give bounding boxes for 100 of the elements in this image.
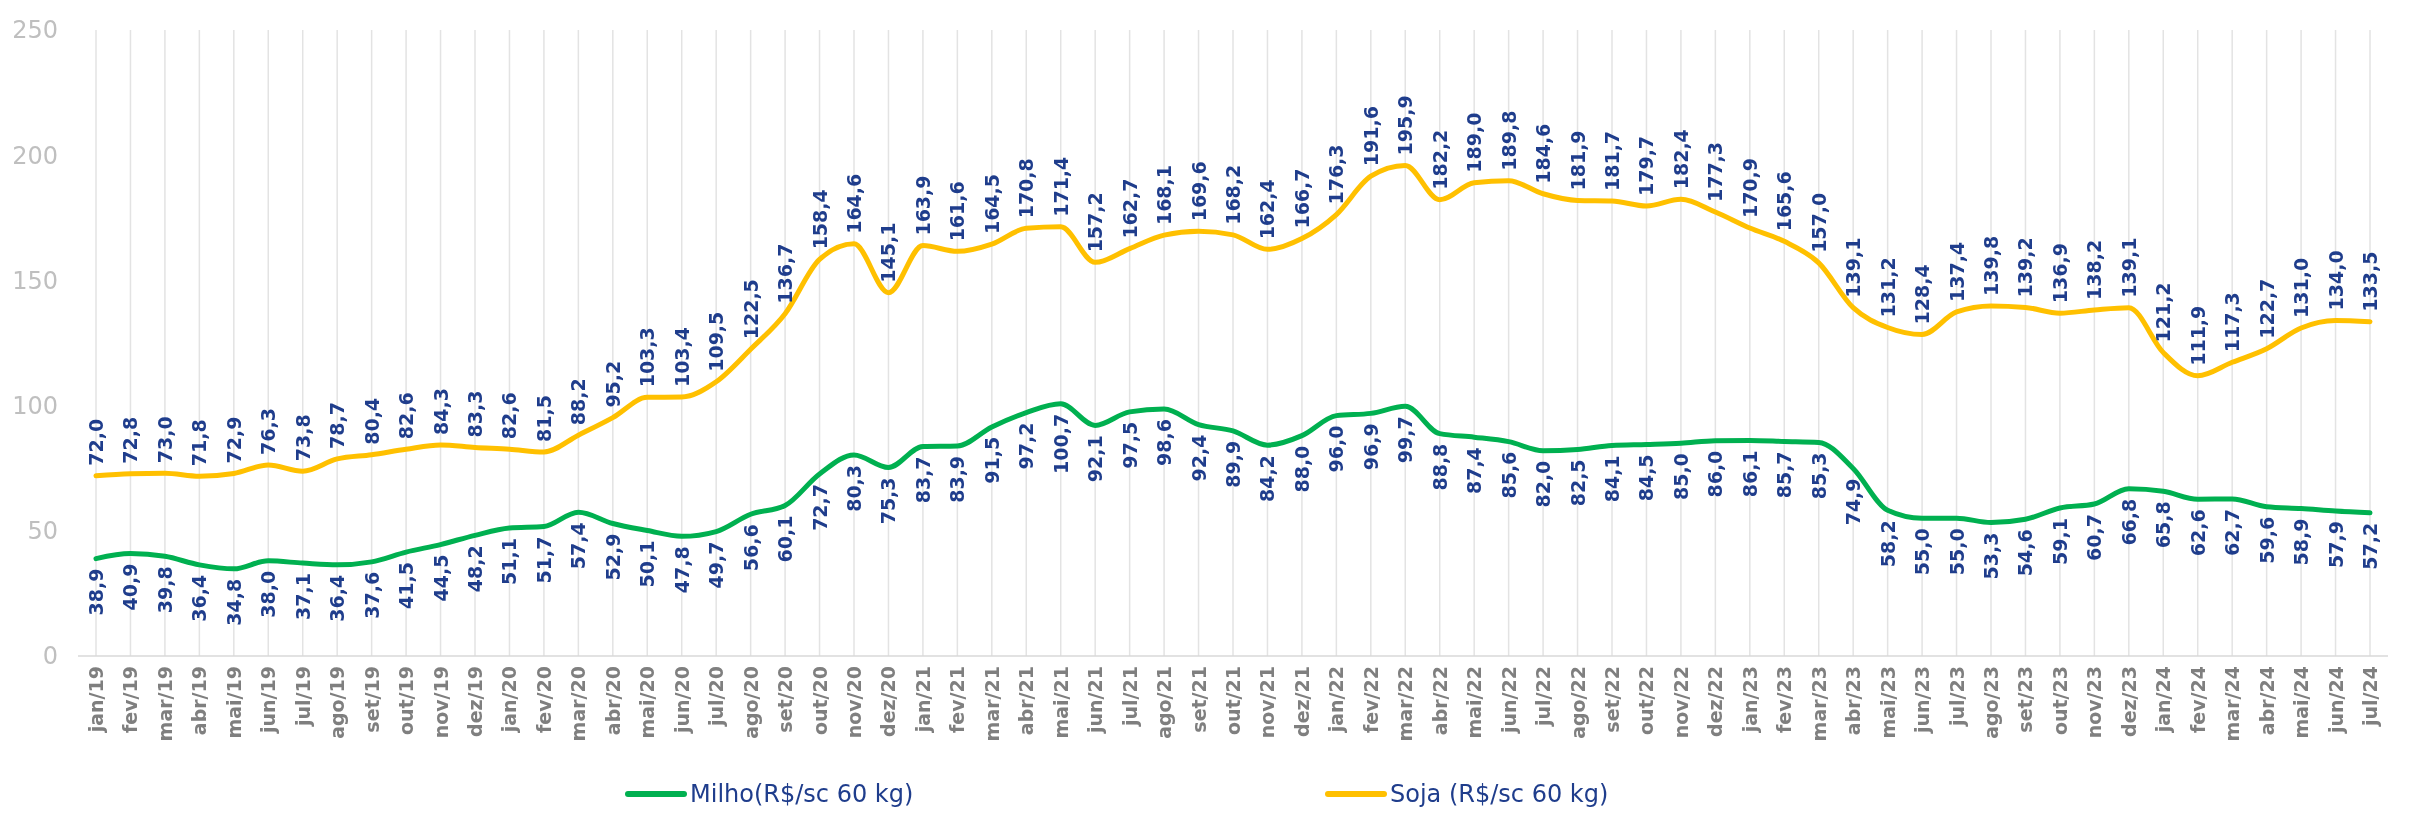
data-label: 84,5 xyxy=(1635,454,1658,502)
data-label: 96,9 xyxy=(1359,423,1382,471)
data-label: 139,2 xyxy=(2014,237,2037,298)
data-label: 39,8 xyxy=(153,566,176,614)
x-tick-label: mar/22 xyxy=(1394,666,1417,742)
x-tick-label: abr/24 xyxy=(2255,666,2278,736)
data-label: 84,3 xyxy=(429,388,452,435)
y-tick-label: 150 xyxy=(12,266,58,295)
data-label: 92,4 xyxy=(1187,434,1210,482)
x-tick-label: mai/23 xyxy=(1876,666,1899,739)
data-label: 162,4 xyxy=(1256,179,1279,240)
data-label: 82,6 xyxy=(395,392,418,440)
data-label: 86,1 xyxy=(1738,450,1761,498)
data-label: 184,6 xyxy=(1532,123,1555,184)
data-label: 74,9 xyxy=(1842,478,1865,526)
data-label: 85,7 xyxy=(1773,451,1796,499)
data-label: 51,1 xyxy=(498,538,521,585)
data-label: 82,5 xyxy=(1566,459,1589,507)
data-label: 48,2 xyxy=(464,545,486,593)
data-label: 163,9 xyxy=(911,175,934,236)
data-label: 88,2 xyxy=(567,378,590,426)
data-label: 165,6 xyxy=(1773,171,1796,232)
x-tick-label: jul/19 xyxy=(291,666,314,727)
x-tick-label: mar/21 xyxy=(980,666,1003,742)
data-label: 117,3 xyxy=(2221,292,2244,353)
data-label: 139,1 xyxy=(2117,237,2140,298)
data-label: 83,3 xyxy=(464,390,486,438)
x-tick-label: ago/22 xyxy=(1566,666,1589,739)
data-label: 131,0 xyxy=(2290,257,2313,318)
data-label: 134,0 xyxy=(2324,250,2347,311)
x-tick-label: mai/21 xyxy=(1049,666,1072,739)
data-label: 95,2 xyxy=(601,360,624,408)
data-label: 128,4 xyxy=(1911,264,1934,325)
x-tick-label: ago/20 xyxy=(739,666,762,739)
data-label: 85,6 xyxy=(1497,451,1520,499)
data-label: 179,7 xyxy=(1635,135,1658,197)
data-label: 50,1 xyxy=(636,540,659,588)
data-label: 166,7 xyxy=(1290,168,1313,229)
data-label: 57,9 xyxy=(2324,521,2347,568)
data-label: 37,1 xyxy=(291,573,314,620)
x-tick-label: set/19 xyxy=(360,666,383,733)
x-tick-label: nov/22 xyxy=(1669,666,1692,739)
data-label: 181,9 xyxy=(1566,130,1589,191)
x-tick-label: mar/20 xyxy=(567,666,590,742)
data-label: 40,9 xyxy=(119,563,142,611)
data-label: 62,7 xyxy=(2221,509,2244,556)
data-label: 65,8 xyxy=(2152,501,2175,549)
x-tick-label: fev/23 xyxy=(1773,666,1796,733)
y-tick-label: 0 xyxy=(42,642,58,671)
data-label: 168,1 xyxy=(1153,164,1176,226)
data-label: 161,6 xyxy=(946,181,969,242)
data-label: 80,3 xyxy=(843,464,865,512)
data-label: 96,0 xyxy=(1325,425,1348,473)
x-tick-label: jan/19 xyxy=(85,666,107,734)
x-tick-label: nov/23 xyxy=(2083,666,2106,739)
data-label: 136,7 xyxy=(774,243,797,304)
data-label: 133,5 xyxy=(2359,251,2381,312)
data-label: 176,3 xyxy=(1325,144,1348,205)
data-label: 158,4 xyxy=(808,189,831,250)
data-label: 81,5 xyxy=(532,395,555,442)
data-label: 36,4 xyxy=(326,574,349,622)
x-tick-label: abr/22 xyxy=(1428,666,1451,736)
data-label: 170,8 xyxy=(1015,158,1038,219)
data-label: 103,4 xyxy=(670,326,693,388)
data-label: 37,6 xyxy=(360,571,383,619)
data-label: 82,0 xyxy=(1532,460,1555,508)
x-tick-label: fev/21 xyxy=(946,666,969,733)
data-label: 84,1 xyxy=(1601,455,1623,503)
data-label: 157,0 xyxy=(1807,192,1830,253)
data-label: 111,9 xyxy=(2186,305,2209,366)
x-tick-label: jul/21 xyxy=(1118,666,1141,727)
data-label: 38,0 xyxy=(257,570,280,618)
x-tick-label: ago/23 xyxy=(1980,666,2002,739)
x-tick-label: jul/22 xyxy=(1532,666,1555,727)
data-label: 157,2 xyxy=(1084,192,1107,253)
data-label: 98,6 xyxy=(1153,419,1176,466)
data-label: 88,0 xyxy=(1290,445,1313,493)
data-label: 169,6 xyxy=(1187,161,1210,222)
data-label: 72,9 xyxy=(222,416,245,464)
data-label: 137,4 xyxy=(1945,241,1968,302)
x-tick-label: mar/24 xyxy=(2221,666,2244,742)
data-label: 72,7 xyxy=(808,483,831,531)
data-label: 171,4 xyxy=(1049,156,1072,217)
data-label: 121,2 xyxy=(2152,282,2175,343)
data-label: 51,7 xyxy=(532,536,555,584)
data-label: 55,0 xyxy=(1945,528,1968,576)
x-tick-label: jun/22 xyxy=(1497,666,1520,734)
y-tick-label: 50 xyxy=(27,517,58,546)
data-label: 177,3 xyxy=(1704,141,1727,203)
data-label: 97,5 xyxy=(1118,421,1141,469)
data-label: 189,0 xyxy=(1463,112,1486,173)
data-label: 62,6 xyxy=(2186,509,2209,557)
data-label: 195,9 xyxy=(1394,95,1417,156)
x-tick-label: dez/21 xyxy=(1290,666,1313,737)
data-label: 109,5 xyxy=(705,311,728,372)
data-label: 139,8 xyxy=(1980,235,2002,296)
data-label: 100,7 xyxy=(1049,413,1072,474)
data-label: 122,7 xyxy=(2255,278,2278,339)
data-label: 191,6 xyxy=(1359,106,1382,167)
data-label: 83,9 xyxy=(946,455,969,503)
